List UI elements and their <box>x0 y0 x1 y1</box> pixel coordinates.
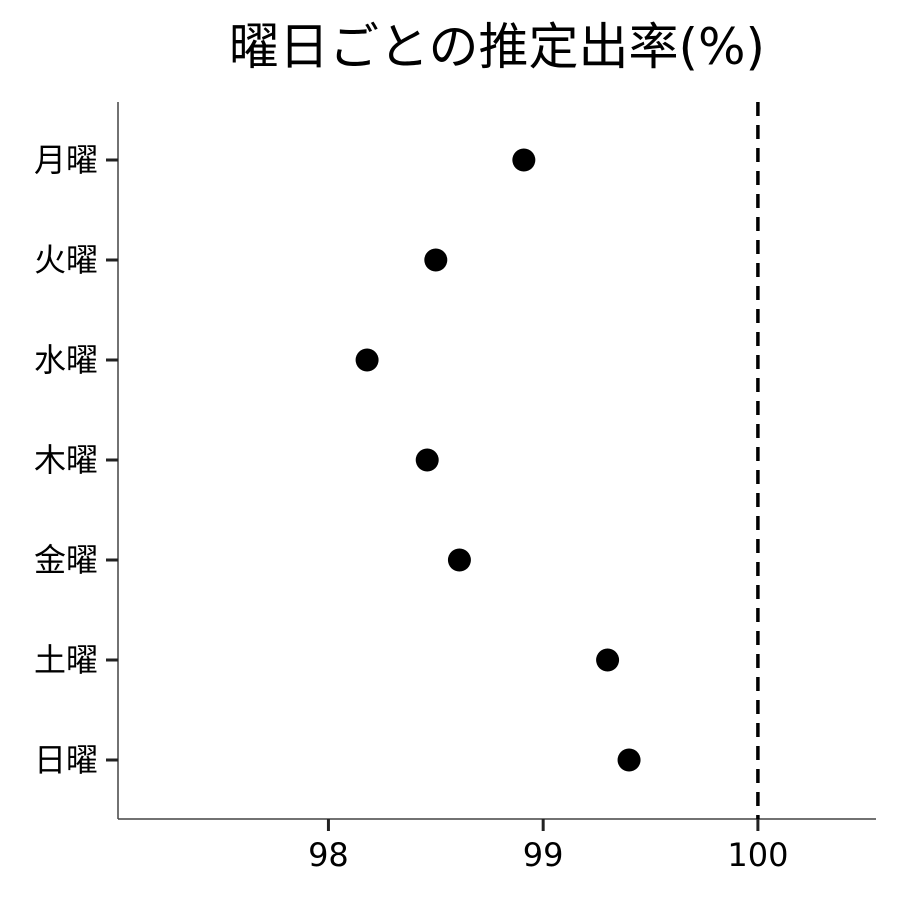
data-point <box>424 248 448 272</box>
y-tick-label: 月曜 <box>34 141 98 179</box>
y-tick-label: 土曜 <box>34 641 98 679</box>
y-tick-label: 木曜 <box>34 441 98 479</box>
y-tick-label: 日曜 <box>34 741 98 779</box>
data-point <box>415 448 439 472</box>
x-tick-label: 100 <box>727 836 788 874</box>
data-point <box>512 148 536 172</box>
y-tick-label: 火曜 <box>34 241 98 279</box>
data-point <box>447 548 471 572</box>
x-axis-ticks: 98 99 100 <box>308 819 788 874</box>
data-points <box>355 148 641 772</box>
x-tick-label: 98 <box>308 836 349 874</box>
x-tick-label: 99 <box>523 836 564 874</box>
y-tick-label: 金曜 <box>34 541 98 579</box>
data-point <box>617 748 641 772</box>
data-point <box>596 648 620 672</box>
data-point <box>355 348 379 372</box>
y-tick-label: 水曜 <box>34 341 98 379</box>
chart-title: 曜日ごとの推定出率(%) <box>229 18 765 76</box>
